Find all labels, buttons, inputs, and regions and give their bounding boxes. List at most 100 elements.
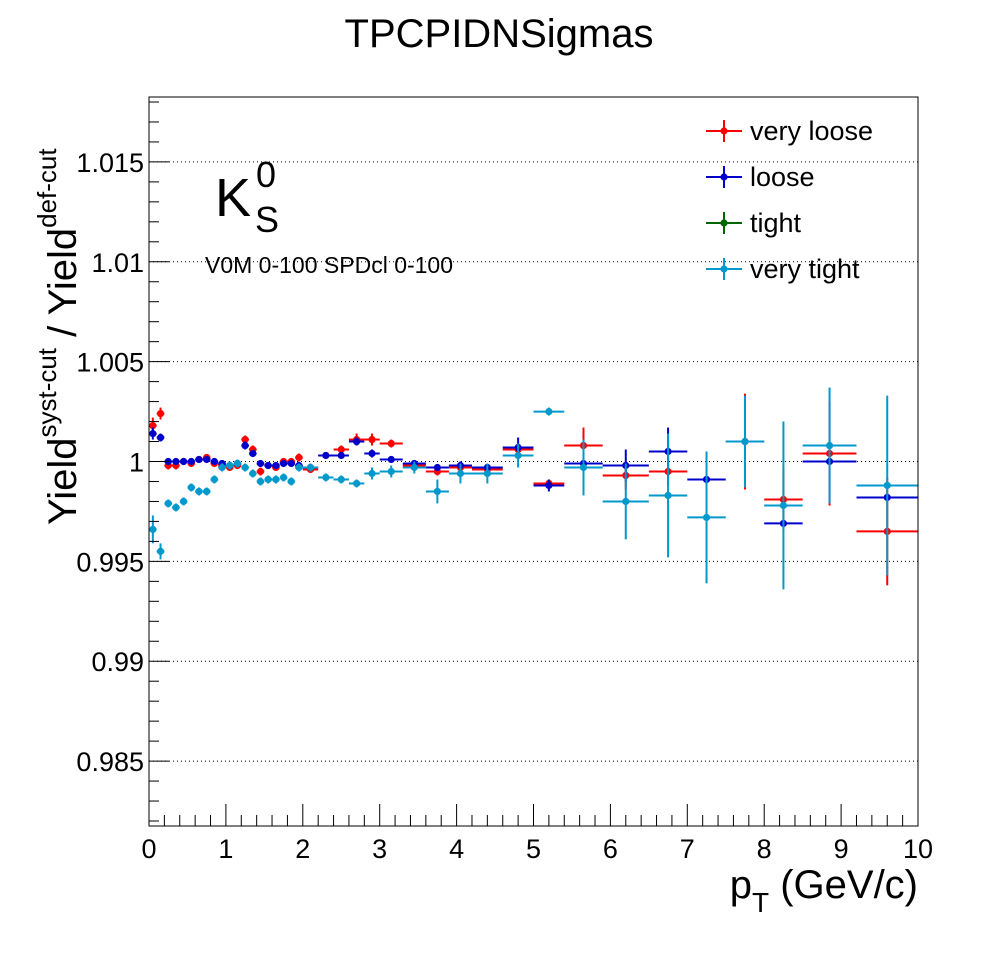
data-point <box>306 463 315 472</box>
data-point <box>172 457 180 466</box>
data-point <box>218 463 226 472</box>
data-point <box>368 469 376 478</box>
data-point <box>164 499 172 508</box>
data-point <box>322 473 330 482</box>
data-marks <box>149 387 918 590</box>
series-very-loose <box>149 393 918 586</box>
data-point <box>337 475 345 484</box>
legend-item: tight <box>706 208 802 238</box>
data-point <box>433 487 441 496</box>
data-point <box>456 469 465 478</box>
data-point <box>187 457 195 466</box>
legend-marker <box>720 219 728 227</box>
y-axis-title-b-sup: def-cut <box>32 148 62 228</box>
data-point <box>149 525 157 534</box>
y-tick-label: 1.015 <box>76 148 144 178</box>
y-tick-label: 0.99 <box>91 647 144 677</box>
axes <box>148 96 919 827</box>
legend-label: very loose <box>750 116 873 146</box>
y-axis-title-a-sup: syst-cut <box>32 347 62 437</box>
data-point <box>545 407 553 416</box>
data-point <box>272 475 280 484</box>
x-tick-labels: 0 1 2 3 4 5 6 7 8 9 10 <box>141 834 933 864</box>
data-point <box>883 481 891 490</box>
data-point <box>156 433 165 442</box>
series-very-tight <box>149 387 918 590</box>
x-tick-label: 2 <box>295 834 310 864</box>
data-point <box>272 461 280 470</box>
data-point <box>295 463 303 472</box>
x-axis-title: pT (GeV/c) <box>730 863 918 918</box>
data-point <box>279 473 288 482</box>
particle-symbol: K <box>215 168 251 228</box>
x-tick-label: 6 <box>603 834 618 864</box>
y-axis-title: Yieldsyst-cut / Yielddef-cut <box>32 148 85 525</box>
x-axis-title-sub: T <box>752 887 769 918</box>
particle-label: K <box>215 168 251 228</box>
data-point <box>156 409 165 418</box>
data-point <box>368 435 376 444</box>
data-point <box>203 487 211 496</box>
data-point <box>210 475 218 484</box>
x-tick-label: 4 <box>449 834 464 864</box>
data-point <box>410 463 418 472</box>
data-point <box>287 459 295 468</box>
x-tick-label: 9 <box>834 834 849 864</box>
legend-item: loose <box>706 162 815 192</box>
data-point <box>387 455 395 464</box>
data-point <box>241 463 249 472</box>
data-point <box>241 441 249 450</box>
y-axis-title-a: Yield <box>41 438 85 525</box>
series-loose <box>149 427 918 528</box>
data-point <box>825 441 834 450</box>
data-point <box>353 479 361 488</box>
legend-item: very tight <box>706 254 860 284</box>
y-axis-title-mid: / Yield <box>41 228 85 348</box>
y-tick-label: 1.01 <box>91 248 144 278</box>
y-tick-labels: 0.985 0.99 0.995 1 1.005 1.01 1.015 <box>76 148 144 777</box>
data-point <box>664 491 672 500</box>
data-point <box>322 451 330 460</box>
data-point <box>368 449 376 458</box>
data-point <box>203 455 211 464</box>
data-point <box>241 435 249 444</box>
x-axis-title-main: p <box>730 863 752 907</box>
grid-lines <box>149 161 918 762</box>
data-point <box>156 547 165 555</box>
data-point <box>256 467 265 476</box>
data-point <box>264 475 272 484</box>
data-point <box>226 461 234 470</box>
data-point <box>256 459 265 468</box>
legend: very loose loose tight very tight <box>706 116 873 284</box>
selection-label: V0M 0-100 SPDcl 0-100 <box>205 252 453 278</box>
x-tick-label: 7 <box>680 834 695 864</box>
data-point <box>702 513 711 522</box>
data-point <box>195 455 203 464</box>
legend-item: very loose <box>706 116 873 146</box>
data-point <box>387 439 395 448</box>
legend-label: tight <box>750 208 802 238</box>
legend-label: very tight <box>750 254 860 284</box>
x-tick-label: 5 <box>526 834 541 864</box>
data-point <box>279 459 288 468</box>
data-point <box>579 463 588 472</box>
data-point <box>353 437 361 446</box>
data-point <box>514 451 522 460</box>
legend-marker <box>720 173 728 181</box>
data-point <box>210 457 218 466</box>
data-point <box>256 477 265 486</box>
particle-superscript: 0 <box>256 154 276 195</box>
data-point <box>180 497 188 506</box>
data-point <box>172 503 180 512</box>
data-point <box>287 477 295 486</box>
data-point <box>149 421 157 430</box>
data-point <box>741 437 749 446</box>
data-point <box>337 445 345 454</box>
data-point <box>387 467 395 476</box>
particle-subscript: S <box>255 199 279 240</box>
data-point <box>545 481 553 490</box>
y-tick-label: 1 <box>129 448 144 478</box>
data-point <box>622 497 630 506</box>
x-tick-label: 8 <box>757 834 772 864</box>
